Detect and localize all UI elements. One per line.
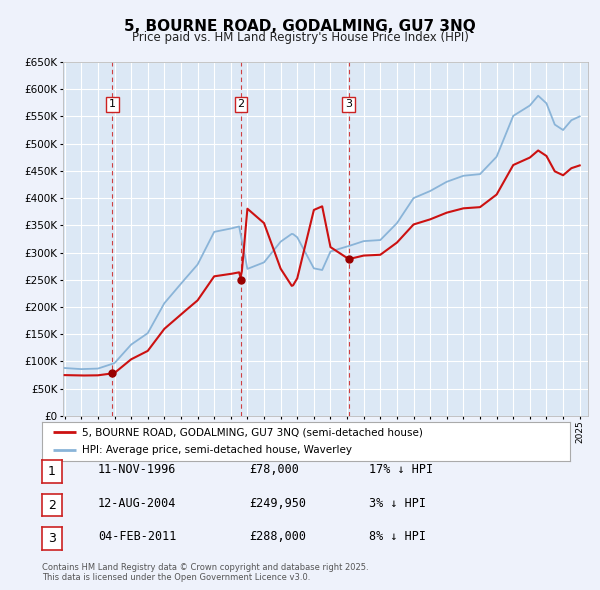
Text: 11-NOV-1996: 11-NOV-1996 — [98, 463, 176, 476]
Text: 8% ↓ HPI: 8% ↓ HPI — [369, 530, 426, 543]
Text: 1: 1 — [109, 100, 116, 109]
Text: 5, BOURNE ROAD, GODALMING, GU7 3NQ (semi-detached house): 5, BOURNE ROAD, GODALMING, GU7 3NQ (semi… — [82, 427, 422, 437]
Text: 17% ↓ HPI: 17% ↓ HPI — [369, 463, 433, 476]
Text: 3: 3 — [48, 532, 56, 545]
Text: 2: 2 — [48, 499, 56, 512]
Text: 5, BOURNE ROAD, GODALMING, GU7 3NQ: 5, BOURNE ROAD, GODALMING, GU7 3NQ — [124, 19, 476, 34]
Text: 12-AUG-2004: 12-AUG-2004 — [98, 497, 176, 510]
Text: Price paid vs. HM Land Registry's House Price Index (HPI): Price paid vs. HM Land Registry's House … — [131, 31, 469, 44]
Text: 3: 3 — [345, 100, 352, 109]
Text: 04-FEB-2011: 04-FEB-2011 — [98, 530, 176, 543]
Text: 2: 2 — [238, 100, 245, 109]
Text: £249,950: £249,950 — [249, 497, 306, 510]
Text: HPI: Average price, semi-detached house, Waverley: HPI: Average price, semi-detached house,… — [82, 445, 352, 455]
Text: 3% ↓ HPI: 3% ↓ HPI — [369, 497, 426, 510]
Text: £288,000: £288,000 — [249, 530, 306, 543]
Text: 1: 1 — [48, 465, 56, 478]
Text: £78,000: £78,000 — [249, 463, 299, 476]
Text: Contains HM Land Registry data © Crown copyright and database right 2025.
This d: Contains HM Land Registry data © Crown c… — [42, 563, 368, 582]
